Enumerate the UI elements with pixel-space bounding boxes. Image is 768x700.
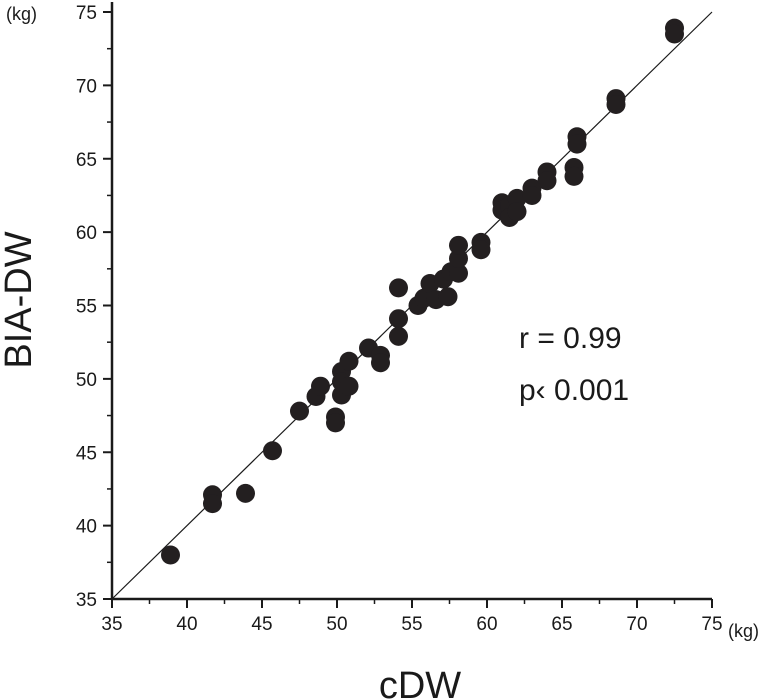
data-point [449,235,468,255]
data-point [371,353,390,373]
y-tick-label: 75 [76,3,97,24]
y-tick-label: 45 [76,443,97,464]
y-tick-label: 60 [76,223,97,244]
data-point [564,166,584,186]
x-tick-label: 60 [476,614,497,635]
x-tick-label: 50 [326,614,347,635]
data-point [161,545,180,565]
data-point [449,263,468,283]
annotation-p: p‹ 0.001 [519,374,629,407]
data-point [665,24,684,44]
y-tick-label: 70 [76,76,97,97]
y-tick-label: 65 [76,150,97,171]
annotation-r: r = 0.99 [519,322,622,355]
data-point [606,94,626,114]
x-tick-label: 45 [251,614,272,635]
data-point [236,483,255,503]
x-tick-label: 40 [176,614,197,635]
data-point [507,188,527,208]
x-tick-label: 75 [701,614,722,635]
data-point [263,441,282,461]
data-point [389,309,408,329]
x-tick-label: 65 [551,614,572,635]
data-point [339,376,359,396]
y-tick-label: 55 [76,297,97,318]
x-tick-label: 55 [401,614,422,635]
data-point [471,240,491,260]
data-point [537,171,557,191]
data-point [311,376,330,396]
data-point [522,185,542,205]
data-point [507,202,527,222]
data-point [203,494,222,514]
y-tick-label: 35 [76,590,97,611]
x-tick-label: 70 [626,614,647,635]
y-unit-label: (kg) [6,4,37,24]
data-point [326,413,345,433]
y-tick-label: 40 [76,517,97,538]
y-tick-label: 50 [76,370,97,391]
data-point [449,249,468,269]
data-point [389,278,408,298]
data-point [567,134,587,154]
data-point [339,351,359,371]
data-point [438,287,458,307]
y-axis-title: BIA-DW [0,231,40,368]
x-unit-label: (kg) [728,621,759,641]
data-point [290,401,309,421]
data-point [389,326,408,346]
x-tick-label: 35 [101,614,122,635]
x-axis-title: cDW [379,665,461,700]
